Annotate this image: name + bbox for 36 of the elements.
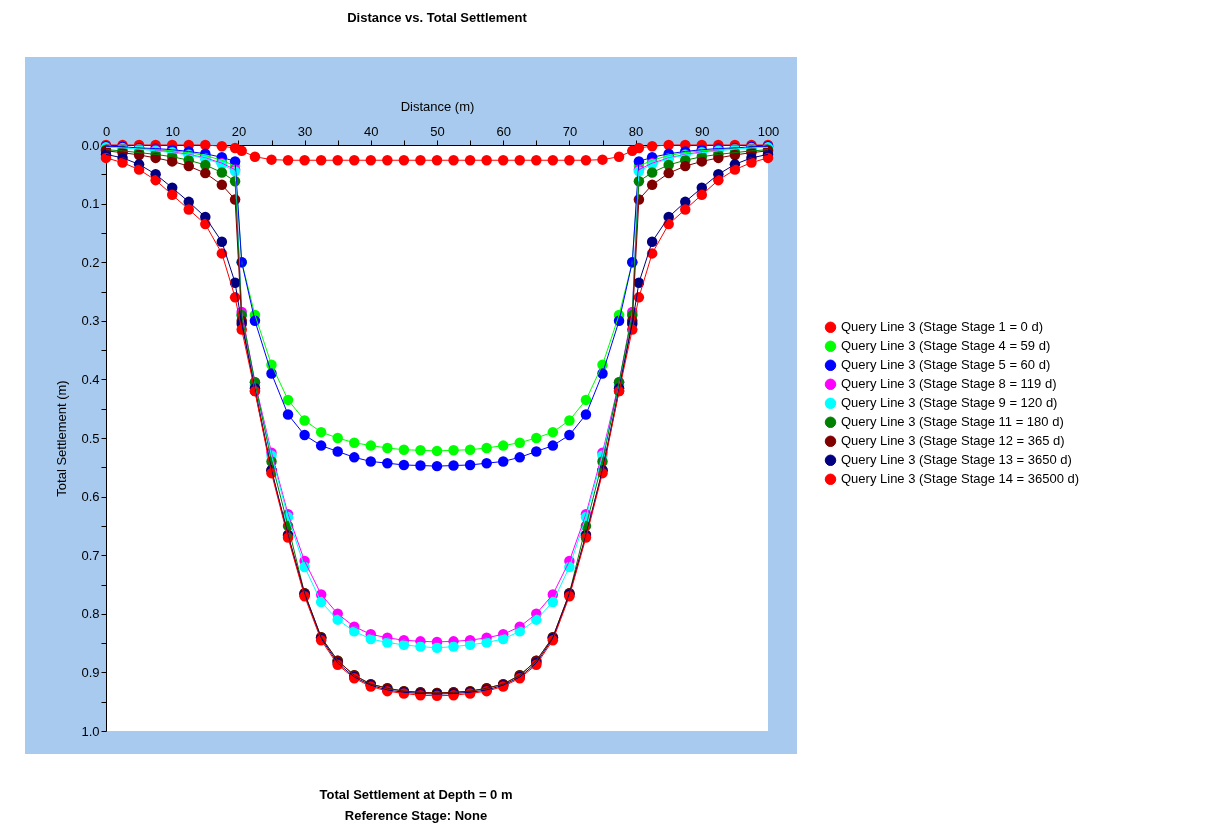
y-tick-label: 0.0 xyxy=(81,137,100,153)
x-tick-label: 30 xyxy=(297,123,313,139)
x-axis-title: Distance (m) xyxy=(400,98,475,114)
y-tick-label: 0.4 xyxy=(81,371,100,387)
legend-label: Query Line 3 (Stage Stage 4 = 59 d) xyxy=(841,338,1051,354)
legend-label: Query Line 3 (Stage Stage 13 = 3650 d) xyxy=(841,452,1072,468)
x-tick-label: 10 xyxy=(165,123,180,139)
x-tick-label: 70 xyxy=(562,123,578,139)
text: Reference Stage: None xyxy=(343,807,489,825)
legend-label: Query Line 3 (Stage Stage 1 = 0 d) xyxy=(841,319,1043,335)
y-tick-label: 0.8 xyxy=(81,606,100,622)
legend-label: Query Line 3 (Stage Stage 9 = 120 d) xyxy=(841,395,1058,411)
y-tick-label: 1.0 xyxy=(81,723,100,739)
legend-label: Query Line 3 (Stage Stage 8 = 119 d) xyxy=(841,376,1057,392)
legend-label: Query Line 3 (Stage Stage 14 = 36500 d) xyxy=(841,471,1080,487)
x-tick-label: 0 xyxy=(102,123,111,139)
x-tick-label: 50 xyxy=(430,123,445,139)
y-axis-title: Total Settlement (m) xyxy=(54,380,70,497)
x-tick-label: 40 xyxy=(364,123,379,139)
x-tick-label: 60 xyxy=(496,123,511,139)
x-tick-label: 90 xyxy=(695,123,710,139)
y-tick-label: 0.1 xyxy=(81,196,100,212)
text: Total Settlement at Depth = 0 m xyxy=(318,786,514,804)
x-tick-label: 20 xyxy=(231,123,247,139)
y-tick-label: 0.5 xyxy=(81,430,100,446)
legend-label: Query Line 3 (Stage Stage 5 = 60 d) xyxy=(841,357,1051,373)
x-tick-label: 80 xyxy=(628,123,644,139)
legend-label: Query Line 3 (Stage Stage 12 = 365 d) xyxy=(841,433,1065,449)
y-tick-label: 0.7 xyxy=(81,547,100,563)
y-tick-label: 0.2 xyxy=(81,254,100,270)
y-tick-label: 0.6 xyxy=(81,489,100,505)
y-tick-label: 0.3 xyxy=(81,313,100,329)
legend-label: Query Line 3 (Stage Stage 11 = 180 d) xyxy=(841,414,1064,430)
chart-title: Distance vs. Total Settlement xyxy=(347,10,528,25)
x-tick-label: 100 xyxy=(757,123,780,139)
y-tick-label: 0.9 xyxy=(81,664,100,680)
